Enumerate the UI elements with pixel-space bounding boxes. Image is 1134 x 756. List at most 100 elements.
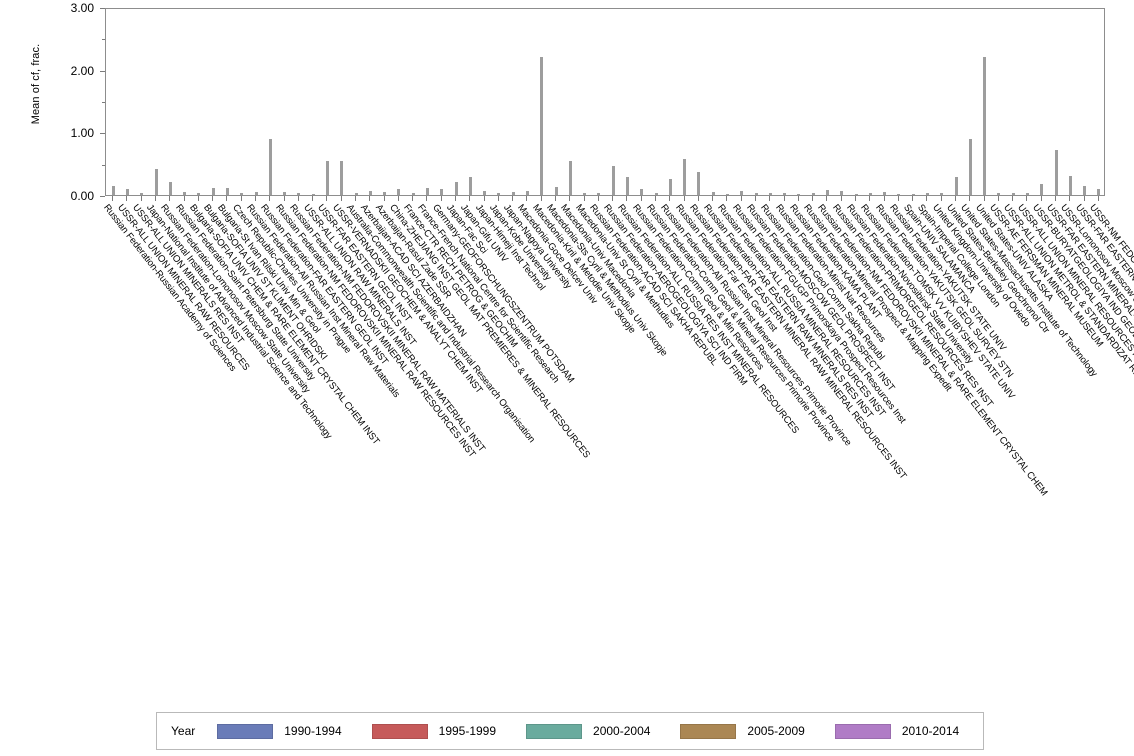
- x-axis-tick-mark: [583, 196, 585, 201]
- y-axis-minor-tick-mark: [102, 39, 105, 41]
- x-axis-tick-mark: [483, 196, 485, 201]
- x-axis-tick-mark: [397, 196, 399, 201]
- x-axis-tick-mark: [126, 196, 128, 201]
- legend-entry[interactable]: 2000-2004: [526, 723, 651, 739]
- legend-label: 1995-1999: [438, 724, 497, 738]
- x-axis-tick-mark: [297, 196, 299, 201]
- bar: [411, 193, 415, 195]
- y-axis-tick-mark: [100, 196, 105, 197]
- bar: [940, 192, 944, 195]
- bar: [983, 56, 987, 195]
- bar: [197, 193, 201, 195]
- x-axis-tick-mark: [955, 196, 956, 201]
- bar: [283, 191, 287, 195]
- bar: [440, 188, 444, 195]
- bar: [768, 192, 772, 195]
- bar: [397, 188, 401, 195]
- x-axis-tick-mark: [326, 196, 328, 201]
- x-axis-tick-mark: [312, 196, 314, 201]
- x-axis-tick-mark: [440, 196, 442, 201]
- bar: [1097, 188, 1101, 195]
- legend: Year 1990-1994 1995-1999 2000-2004 2005-200…: [156, 712, 984, 750]
- bar: [911, 193, 915, 195]
- x-axis-tick-mark: [1026, 196, 1028, 201]
- x-axis-tick-mark: [712, 196, 714, 201]
- x-axis-tick-mark: [240, 196, 242, 201]
- legend-color-swatch: [217, 723, 274, 739]
- x-axis-tick-mark: [1012, 196, 1014, 201]
- bar: [254, 191, 258, 195]
- x-axis-tick-mark: [197, 196, 199, 201]
- x-axis-tick-marks: [105, 196, 1105, 202]
- x-axis-tick-mark: [797, 196, 799, 201]
- x-axis-tick-mark: [112, 196, 114, 201]
- x-axis-tick-mark: [1040, 196, 1042, 201]
- bar: [640, 189, 644, 195]
- legend-color-swatch: [680, 723, 737, 739]
- x-axis-tick-mark: [926, 196, 928, 201]
- bar: [325, 160, 329, 195]
- x-axis-tick-mark: [497, 196, 499, 201]
- x-axis-tick-mark: [540, 196, 542, 201]
- y-axis-tick-label: 0.00: [70, 189, 94, 203]
- x-axis-tick-mark: [212, 196, 214, 201]
- x-axis-tick-mark: [897, 196, 899, 201]
- x-axis-tick-mark: [455, 196, 456, 201]
- bar: [1068, 176, 1072, 195]
- x-axis-tick-mark: [697, 196, 699, 201]
- y-axis-label: Mean of cf, frac.: [30, 43, 42, 125]
- bar: [497, 192, 501, 195]
- legend-entries: 1990-1994 1995-1999 2000-2004 2005-2009 2010…: [217, 723, 989, 739]
- legend-entry[interactable]: 2010-2014: [834, 723, 960, 739]
- bar: [611, 165, 615, 195]
- legend-entry[interactable]: 1990-1994: [217, 723, 342, 739]
- x-axis-tick-mark: [155, 196, 156, 201]
- bar: [468, 177, 472, 195]
- legend-color-swatch: [526, 723, 583, 739]
- bar: [268, 139, 272, 195]
- x-axis-tick-mark: [869, 196, 871, 201]
- bar: [525, 191, 529, 195]
- x-axis-tick-mark: [655, 196, 656, 201]
- x-axis-tick-mark: [640, 196, 642, 201]
- legend-color-swatch: [371, 723, 428, 739]
- bar: [211, 188, 215, 195]
- legend-label: 1990-1994: [284, 724, 342, 738]
- bar: [797, 193, 801, 195]
- bar: [1011, 192, 1015, 195]
- bar: [840, 191, 844, 195]
- bar: [1083, 186, 1087, 195]
- x-axis-tick-mark: [283, 196, 285, 201]
- legend-label: 2010-2014: [901, 724, 960, 738]
- legend-entry[interactable]: 2005-2009: [680, 723, 805, 739]
- bar: [340, 160, 344, 195]
- bar: [111, 186, 115, 195]
- bar: [454, 181, 458, 195]
- plot-area: [105, 8, 1105, 196]
- bar: [483, 190, 487, 195]
- x-axis-tick-mark: [669, 196, 671, 201]
- legend-entry[interactable]: 1995-1999: [371, 723, 497, 739]
- bar: [925, 193, 929, 195]
- bar: [783, 193, 787, 195]
- bar: [540, 56, 544, 195]
- x-axis-tick-mark: [883, 196, 885, 201]
- bar: [240, 192, 244, 195]
- bar: [140, 192, 144, 195]
- legend-title: Year: [171, 724, 196, 738]
- bar: [683, 159, 687, 195]
- x-axis-tick-mark: [597, 196, 599, 201]
- x-axis-tick-mark: [383, 196, 385, 201]
- x-axis-tick-mark: [626, 196, 628, 201]
- bar: [1025, 193, 1029, 195]
- bar: [511, 191, 515, 195]
- bar: [954, 177, 958, 195]
- y-axis-minor-tick-mark: [102, 164, 105, 166]
- x-axis-tick-mark: [255, 196, 256, 201]
- legend-label: 2005-2009: [747, 724, 805, 738]
- x-axis-tick-mark: [426, 196, 428, 201]
- x-axis-tick-mark: [1097, 196, 1099, 201]
- x-axis-tick-mark: [726, 196, 728, 201]
- x-axis-tick-mark: [755, 196, 756, 201]
- legend-label: 2000-2004: [593, 724, 651, 738]
